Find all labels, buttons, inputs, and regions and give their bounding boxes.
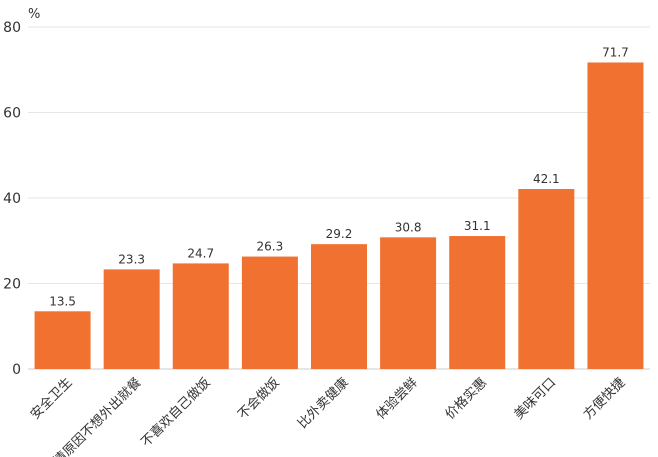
data-label: 29.2: [326, 227, 353, 241]
category-label: 价格实惠: [442, 375, 490, 423]
bar: [172, 263, 229, 369]
category-label: 方便快捷: [580, 375, 628, 423]
category-label: 比外卖健康: [295, 375, 352, 432]
y-unit-label: %: [28, 7, 40, 22]
category-label: 美味可口: [512, 375, 559, 422]
bars: [34, 62, 644, 370]
data-label: 13.5: [49, 294, 76, 308]
category-label: 不喜欢自己做饭: [139, 375, 214, 450]
bar: [34, 311, 91, 369]
data-label: 30.8: [395, 220, 422, 234]
bar: [311, 244, 367, 369]
data-label: 31.1: [464, 219, 491, 233]
data-label: 23.3: [118, 252, 145, 266]
bar: [518, 189, 575, 369]
category-label: 体验尝鲜: [373, 375, 421, 423]
y-tick-label: 0: [12, 362, 21, 378]
data-label: 71.7: [602, 45, 629, 59]
data-label: 26.3: [257, 240, 284, 254]
bar: [103, 269, 160, 369]
y-tick-label: 60: [3, 106, 21, 122]
bar: [449, 236, 506, 369]
data-label: 42.1: [533, 172, 560, 186]
category-label: 安全卫生: [27, 375, 75, 423]
bar: [241, 256, 298, 369]
y-axis-ticks: 0 20 40 60 80: [3, 20, 21, 378]
category-label: 不会做饭: [235, 375, 282, 422]
y-tick-label: 20: [3, 277, 21, 293]
y-tick-label: 40: [3, 191, 21, 207]
data-labels: 13.5 23.3 24.7 26.3 29.2 30.8 31.1 42.1 71.7: [49, 45, 629, 308]
data-label: 24.7: [187, 246, 214, 260]
y-tick-label: 80: [3, 20, 21, 36]
bar: [587, 62, 644, 370]
bar: [380, 237, 437, 369]
